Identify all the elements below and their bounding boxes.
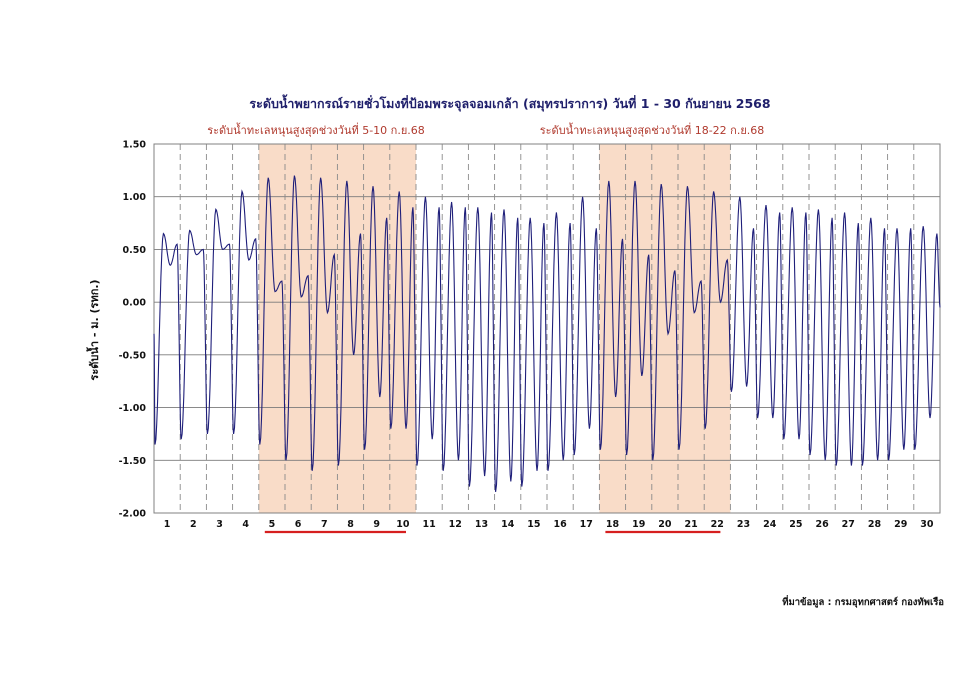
chart-title: ระดับน้ำพยากรณ์รายชั่วโมงที่ป้อมพระจุลจอ… [249, 94, 770, 112]
x-tick-label: 8 [347, 519, 354, 530]
x-tick-label: 16 [553, 519, 567, 530]
x-tick-label: 19 [632, 519, 645, 530]
x-tick-label: 11 [422, 519, 435, 530]
y-tick-label: 1.00 [123, 192, 147, 203]
plot-area-frame [153, 143, 941, 514]
x-tick-label: 15 [527, 519, 540, 530]
x-tick-label: 7 [321, 519, 328, 530]
y-tick-label: -0.50 [119, 350, 147, 361]
x-tick-label: 29 [894, 519, 907, 530]
x-tick-label: 9 [373, 519, 380, 530]
y-axis-ticks: 1.50 1.00 0.50 0.00 -0.50 -1.00 -1.50 -2.00 [119, 140, 147, 520]
annotation-high-tide-1: ระดับน้ำทะเลหนุนสูงสุดช่วงวันที่ 5-10 ก.… [207, 122, 425, 137]
x-axis-ticks: 1 2 3 4 5 6 7 8 9 10 11 12 13 14 15 16 17 18 19 20 21 22 23 24 2… [164, 519, 934, 530]
x-tick-label: 24 [763, 519, 777, 530]
x-tick-label: 30 [920, 519, 934, 530]
y-tick-label: 0.00 [123, 298, 147, 309]
vertical-gridlines [179, 144, 915, 513]
x-tick-label: 2 [190, 519, 197, 530]
y-tick-label: 1.50 [123, 140, 147, 151]
x-tick-label: 20 [658, 519, 672, 530]
x-tick-label: 1 [164, 519, 171, 530]
x-tick-label: 22 [711, 519, 724, 530]
y-tick-label: -1.00 [119, 403, 147, 414]
x-tick-label: 28 [868, 519, 882, 530]
source-credit: ที่มาข้อมูล : กรมอุทกศาสตร์ กองทัพเรือ [782, 594, 944, 609]
x-tick-label: 12 [449, 519, 462, 530]
y-axis-label: ระดับน้ำ - ม. (รทก.) [86, 279, 101, 380]
y-tick-label: -2.00 [119, 509, 147, 520]
x-tick-label: 10 [396, 519, 410, 530]
x-tick-label: 18 [606, 519, 620, 530]
x-tick-label: 5 [269, 519, 276, 530]
x-tick-label: 6 [295, 519, 302, 530]
x-tick-label: 4 [242, 519, 249, 530]
water-level-series-line [153, 175, 941, 492]
y-tick-label: -1.50 [119, 456, 147, 467]
x-tick-label: 17 [580, 519, 593, 530]
x-tick-label: 25 [789, 519, 802, 530]
y-tick-label: 0.50 [123, 245, 147, 256]
x-tick-label: 13 [475, 519, 488, 530]
x-tick-label: 14 [501, 519, 515, 530]
x-tick-label: 26 [815, 519, 829, 530]
x-tick-label: 3 [216, 519, 223, 530]
x-tick-label: 27 [842, 519, 855, 530]
x-tick-label: 23 [737, 519, 750, 530]
x-tick-label: 21 [684, 519, 697, 530]
annotation-high-tide-2: ระดับน้ำทะเลหนุนสูงสุดช่วงวันที่ 18-22 ก… [540, 122, 765, 137]
